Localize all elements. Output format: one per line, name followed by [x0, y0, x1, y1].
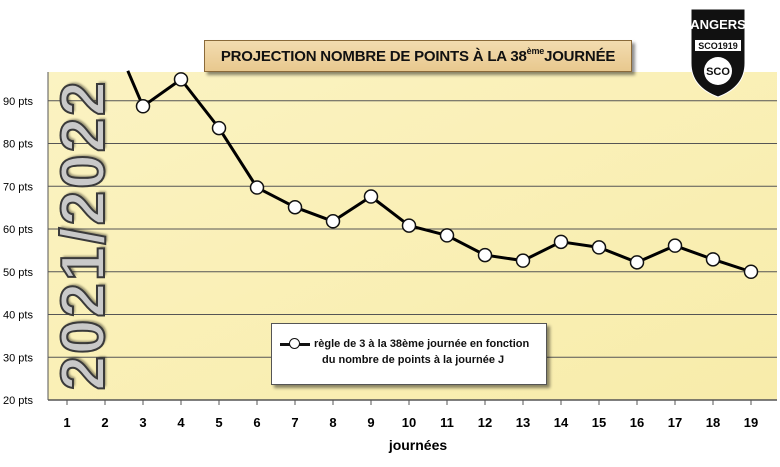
x-tick-label: 19: [744, 415, 758, 430]
data-point-j13: [515, 253, 531, 268]
x-tick-label: 15: [592, 415, 606, 430]
chart-title-sup: ème: [526, 46, 545, 56]
chart-title-suffix: JOURNÉE: [544, 47, 616, 65]
data-point-j12: [477, 247, 493, 263]
data-point-j7: [287, 199, 303, 215]
x-axis-label: journées: [388, 437, 448, 453]
x-tick-label: 16: [630, 415, 644, 430]
data-point-j11: [439, 228, 455, 243]
data-point-j5: [211, 120, 227, 136]
angers-sco-logo: ANGERS SCO1919 SCO: [690, 8, 746, 98]
y-tick-label: 50 pts: [3, 267, 33, 279]
season-watermark: 2021/2022: [48, 78, 119, 391]
data-point-j3: [135, 99, 151, 114]
legend-text: règle de 3 à la 38ème journée en fonctio…: [314, 336, 542, 368]
x-tick-label: 18: [706, 415, 720, 430]
data-point-j16: [629, 255, 645, 270]
data-point-j17: [667, 238, 683, 253]
x-tick-label: 11: [440, 415, 454, 430]
legend: règle de 3 à la 38ème journée en fonctio…: [271, 323, 547, 385]
logo-sub: SCO1919: [698, 41, 738, 51]
legend-line-1: règle de 3 à la 38ème journée en fonctio…: [314, 338, 530, 350]
x-tick-label: 1: [63, 415, 70, 430]
x-tick-label: 10: [402, 415, 416, 430]
data-point-j4: [173, 72, 189, 87]
logo-mark: SCO: [706, 66, 730, 78]
x-tick-label: 6: [253, 415, 260, 430]
x-tick-labels: 1 2 3 4 5 6 7 8 9 10 11 12 13 14 15 16 17 18 19: [63, 400, 758, 430]
data-point-j14: [553, 234, 569, 250]
y-tick-label: 40 pts: [3, 310, 33, 322]
y-tick-labels: 20 pts 30 pts 40 pts 50 pts 60 pts 70 pts 80 p…: [3, 96, 33, 407]
data-points: [135, 72, 759, 279]
x-tick-label: 5: [215, 415, 222, 430]
legend-line-2: du nombre de points à la journée J: [322, 354, 505, 366]
chart-title-prefix: PROJECTION NOMBRE DE POINTS À LA 38: [220, 47, 527, 65]
data-point-j8: [325, 214, 341, 229]
x-tick-label: 9: [367, 415, 374, 430]
y-tick-label: 70 pts: [3, 181, 33, 193]
y-tick-label: 30 pts: [3, 352, 33, 364]
x-tick-label: 3: [139, 415, 146, 430]
x-tick-label: 13: [516, 415, 530, 430]
data-point-j15: [591, 240, 607, 255]
y-tick-label: 90 pts: [3, 96, 33, 108]
data-point-j18: [705, 252, 721, 267]
y-tick-label: 60 pts: [3, 224, 33, 236]
chart-title: PROJECTION NOMBRE DE POINTS À LA 38 ème J…: [204, 40, 632, 72]
legend-marker: [289, 338, 300, 349]
data-point-j6: [249, 180, 265, 195]
x-tick-label: 7: [291, 415, 298, 430]
x-tick-label: 8: [329, 415, 336, 430]
data-point-j9: [363, 189, 379, 204]
y-tick-label: 20 pts: [3, 395, 33, 407]
y-tick-label: 80 pts: [3, 139, 33, 151]
x-tick-label: 4: [177, 415, 185, 430]
data-point-j10: [401, 218, 417, 233]
x-tick-label: 2: [101, 415, 108, 430]
x-tick-label: 17: [668, 415, 682, 430]
logo-word: ANGERS: [690, 17, 746, 32]
x-tick-label: 14: [554, 415, 569, 430]
data-point-j19: [743, 264, 759, 279]
x-tick-label: 12: [478, 415, 492, 430]
